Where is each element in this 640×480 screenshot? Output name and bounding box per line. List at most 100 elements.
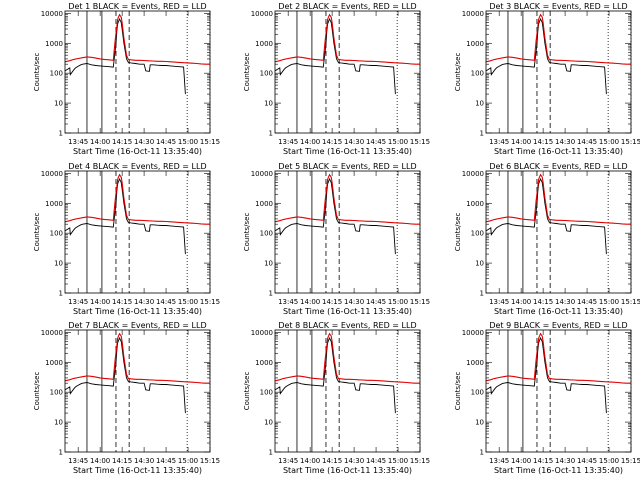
y-tick-label: 10 xyxy=(475,260,484,268)
y-tick-label: 10 xyxy=(264,260,273,268)
plot-frame xyxy=(274,170,421,294)
chart-title: Det 7 BLACK = Events, RED = LLD xyxy=(68,321,206,330)
chart-title: Det 2 BLACK = Events, RED = LLD xyxy=(278,2,416,11)
chart-panel: Det 6 BLACK = Events, RED = LLD Counts/se… xyxy=(454,162,640,316)
x-tick-label: 14:30 xyxy=(555,298,575,306)
y-tick-label: 1 xyxy=(269,449,273,457)
y-tick-label: 10000 xyxy=(251,329,273,337)
x-tick-label: 14:45 xyxy=(577,138,597,146)
x-tick-label: 15:15 xyxy=(410,298,430,306)
y-tick-label: 10000 xyxy=(251,170,273,178)
series-line-lld xyxy=(64,332,210,384)
y-tick-label: 1000 xyxy=(466,200,484,208)
y-tick-label: 100 xyxy=(260,389,273,397)
y-tick-label: 10000 xyxy=(462,329,484,337)
x-tick-label: 15:00 xyxy=(599,457,619,465)
x-tick-label: 13:45 xyxy=(68,298,88,306)
x-tick-label: 14:45 xyxy=(156,138,176,146)
series-line-events xyxy=(485,177,607,255)
series-line-events xyxy=(485,336,607,414)
series-line-events xyxy=(64,336,186,414)
plot-frame xyxy=(64,329,211,453)
x-tick-label: 13:45 xyxy=(489,138,509,146)
series-line-lld xyxy=(485,173,631,225)
x-tick-label: 14:30 xyxy=(344,298,364,306)
y-tick-label: 100 xyxy=(50,230,63,238)
y-tick-label: 100 xyxy=(471,70,484,78)
y-tick-label: 1 xyxy=(480,130,484,138)
y-tick-label: 1000 xyxy=(45,359,63,367)
y-tick-label: 1000 xyxy=(255,40,273,48)
chart-panel: Det 7 BLACK = Events, RED = LLD Counts/se… xyxy=(33,321,220,475)
x-tick-label: 14:00 xyxy=(300,138,320,146)
x-tick-label: 13:45 xyxy=(278,138,298,146)
series-line-events xyxy=(274,177,396,255)
series-line-events xyxy=(64,17,186,95)
chart-title: Det 9 BLACK = Events, RED = LLD xyxy=(489,321,627,330)
x-axis-label: Start Time (16-Oct-11 13:35:40) xyxy=(73,466,202,475)
y-tick-label: 1 xyxy=(480,290,484,298)
plot-frame xyxy=(274,10,421,134)
y-axis-label: Counts/sec xyxy=(243,213,251,252)
series-line-lld xyxy=(64,173,210,225)
y-axis-label: Counts/sec xyxy=(33,53,41,92)
chart-title: Det 1 BLACK = Events, RED = LLD xyxy=(68,2,206,11)
x-tick-label: 13:45 xyxy=(68,457,88,465)
x-tick-label: 14:00 xyxy=(511,138,531,146)
series-line-events xyxy=(274,336,396,414)
y-axis-label: Counts/sec xyxy=(243,372,251,411)
y-axis-label: Counts/sec xyxy=(454,213,462,252)
x-tick-label: 14:15 xyxy=(322,457,342,465)
x-tick-label: 14:30 xyxy=(134,298,154,306)
x-tick-label: 14:15 xyxy=(112,298,132,306)
series-line-lld xyxy=(485,332,631,384)
x-tick-label: 14:45 xyxy=(156,298,176,306)
chart-panel: Det 3 BLACK = Events, RED = LLD Counts/se… xyxy=(454,2,640,156)
x-tick-label: 15:15 xyxy=(410,457,430,465)
y-tick-label: 1000 xyxy=(255,359,273,367)
x-tick-label: 14:15 xyxy=(322,138,342,146)
y-tick-label: 10000 xyxy=(41,170,63,178)
x-axis-label: Start Time (16-Oct-11 13:35:40) xyxy=(494,307,623,316)
x-tick-label: 14:45 xyxy=(366,138,386,146)
x-tick-label: 14:00 xyxy=(511,457,531,465)
chart-panel: Det 9 BLACK = Events, RED = LLD Counts/se… xyxy=(454,321,640,475)
x-axis-label: Start Time (16-Oct-11 13:35:40) xyxy=(283,466,412,475)
series-line-lld xyxy=(274,13,420,65)
series-line-lld xyxy=(274,332,420,384)
x-tick-label: 13:45 xyxy=(489,298,509,306)
chart-title: Det 5 BLACK = Events, RED = LLD xyxy=(278,162,416,171)
plot-frame xyxy=(485,170,632,294)
x-tick-label: 15:15 xyxy=(621,457,640,465)
y-axis-label: Counts/sec xyxy=(33,213,41,252)
x-tick-label: 14:00 xyxy=(300,457,320,465)
x-tick-label: 14:15 xyxy=(533,298,553,306)
y-tick-label: 100 xyxy=(471,389,484,397)
y-tick-label: 100 xyxy=(50,389,63,397)
y-tick-label: 1000 xyxy=(466,40,484,48)
x-tick-label: 15:00 xyxy=(599,298,619,306)
x-tick-label: 15:00 xyxy=(178,138,198,146)
x-tick-label: 13:45 xyxy=(278,298,298,306)
y-tick-label: 100 xyxy=(260,230,273,238)
y-tick-label: 1000 xyxy=(45,40,63,48)
x-tick-label: 15:15 xyxy=(621,298,640,306)
chart-panel: Det 4 BLACK = Events, RED = LLD Counts/se… xyxy=(33,162,220,316)
x-axis-label: Start Time (16-Oct-11 13:35:40) xyxy=(283,147,412,156)
x-axis-label: Start Time (16-Oct-11 13:35:40) xyxy=(494,147,623,156)
plot-frame xyxy=(64,10,211,134)
x-tick-label: 14:30 xyxy=(134,457,154,465)
x-tick-label: 13:45 xyxy=(68,138,88,146)
y-tick-label: 10 xyxy=(264,100,273,108)
x-tick-label: 14:15 xyxy=(322,298,342,306)
y-axis-label: Counts/sec xyxy=(454,53,462,92)
y-tick-label: 100 xyxy=(50,70,63,78)
x-axis-label: Start Time (16-Oct-11 13:35:40) xyxy=(283,307,412,316)
y-tick-label: 100 xyxy=(260,70,273,78)
y-tick-label: 1 xyxy=(269,290,273,298)
x-tick-label: 15:15 xyxy=(200,298,220,306)
x-tick-label: 14:30 xyxy=(555,457,575,465)
x-tick-label: 14:00 xyxy=(511,298,531,306)
y-tick-label: 10 xyxy=(475,100,484,108)
